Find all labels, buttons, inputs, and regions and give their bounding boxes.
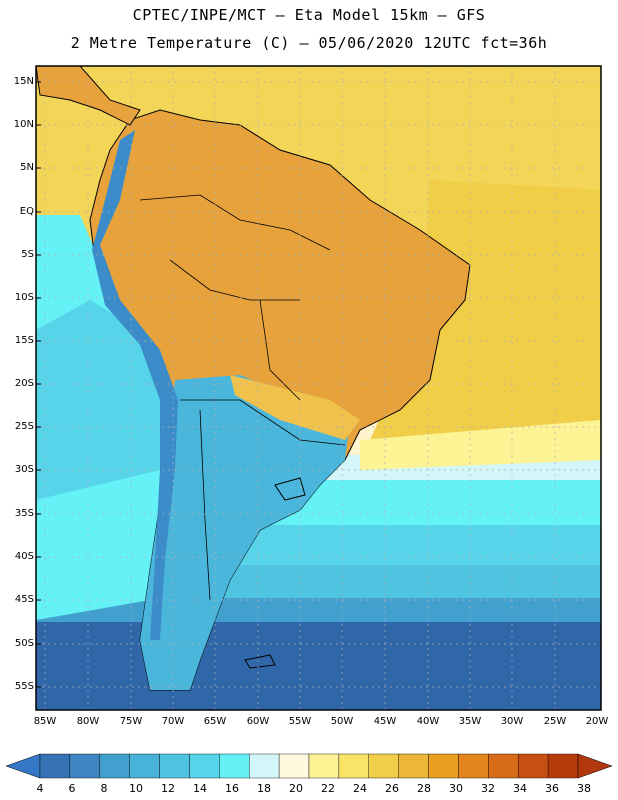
colorbar-swatch bbox=[219, 753, 250, 779]
axis-ticks bbox=[36, 81, 41, 688]
lat-label: 25S bbox=[14, 421, 34, 432]
lon-label: 75W bbox=[119, 716, 143, 727]
colorbar-tick-label: 12 bbox=[161, 782, 175, 795]
map-frame bbox=[35, 65, 602, 711]
colorbar-tick-label: 4 bbox=[36, 782, 44, 795]
pacific-cold-core bbox=[36, 300, 160, 500]
falkland-islands bbox=[244, 654, 276, 669]
lat-label: 45S bbox=[14, 594, 34, 605]
lat-label: EQ bbox=[19, 206, 34, 217]
colorbar-swatch bbox=[189, 753, 220, 779]
lon-label: 25W bbox=[543, 716, 567, 727]
colorbar-low-arrow bbox=[5, 753, 41, 779]
lon-label: 70W bbox=[161, 716, 185, 727]
southern-cone-cool bbox=[140, 375, 350, 690]
lon-label: 55W bbox=[288, 716, 312, 727]
lat-label: 20S bbox=[14, 378, 34, 389]
lat-label: 10N bbox=[13, 119, 34, 130]
lat-label: 5N bbox=[20, 162, 34, 173]
country-borders bbox=[139, 194, 346, 601]
colorbar-swatch bbox=[398, 753, 429, 779]
colorbar-swatch bbox=[458, 753, 489, 779]
lon-label: 50W bbox=[330, 716, 354, 727]
lon-label: 60W bbox=[246, 716, 270, 727]
lat-label: 55S bbox=[14, 681, 34, 692]
colorbar-tick-label: 10 bbox=[129, 782, 143, 795]
andes-cold-strip bbox=[92, 130, 178, 640]
atlantic-band-24 bbox=[360, 420, 601, 470]
colorbar-swatch bbox=[69, 753, 100, 779]
colorbar-swatch bbox=[159, 753, 190, 779]
colorbar-tick-label: 28 bbox=[417, 782, 431, 795]
lon-label: 65W bbox=[203, 716, 227, 727]
lat-label: 10S bbox=[14, 292, 34, 303]
colorbar-swatch bbox=[368, 753, 399, 779]
colorbar-tick-label: 24 bbox=[353, 782, 367, 795]
colorbar-swatch bbox=[39, 753, 71, 779]
colorbar-tick-label: 18 bbox=[257, 782, 271, 795]
temperature-colorbar bbox=[5, 753, 613, 779]
colorbar-swatch bbox=[488, 753, 519, 779]
colorbar-tick-label: 30 bbox=[449, 782, 463, 795]
colorbar-tick-label: 16 bbox=[225, 782, 239, 795]
colorbar-swatch bbox=[428, 753, 459, 779]
colorbar-swatch bbox=[547, 753, 579, 779]
colorbar-swatches bbox=[39, 753, 579, 779]
colorbar-swatch bbox=[249, 753, 280, 779]
colorbar-swatch bbox=[129, 753, 160, 779]
temperature-map bbox=[35, 65, 602, 711]
colorbar-swatch bbox=[99, 753, 130, 779]
colorbar-high-arrow bbox=[577, 753, 613, 779]
colorbar-swatch bbox=[518, 753, 549, 779]
lat-label: 30S bbox=[14, 464, 34, 475]
colorbar-swatch bbox=[278, 753, 310, 779]
lon-label: 85W bbox=[33, 716, 57, 727]
lat-lon-grid bbox=[36, 66, 601, 710]
brazil-south-mild bbox=[230, 375, 360, 440]
colorbar-tick-label: 36 bbox=[545, 782, 559, 795]
colorbar-tick-label: 26 bbox=[385, 782, 399, 795]
lat-label: 50S bbox=[14, 638, 34, 649]
lat-label: 5S bbox=[21, 249, 34, 260]
colorbar-tick-label: 20 bbox=[289, 782, 303, 795]
lon-label: 40W bbox=[416, 716, 440, 727]
colorbar-swatch bbox=[338, 753, 369, 779]
lon-label: 80W bbox=[76, 716, 100, 727]
map-title-line1: CPTEC/INPE/MCT – Eta Model 15km – GFS bbox=[132, 6, 486, 24]
central-america-land bbox=[36, 66, 141, 126]
colorbar-tick-label: 22 bbox=[321, 782, 335, 795]
colorbar-tick-label: 14 bbox=[193, 782, 207, 795]
lon-label: 45W bbox=[373, 716, 397, 727]
colorbar-swatch bbox=[308, 753, 340, 779]
colorbar-tick-label: 6 bbox=[68, 782, 76, 795]
lagoon-outline bbox=[274, 477, 306, 501]
lat-label: 40S bbox=[14, 551, 34, 562]
ocean-band-6 bbox=[36, 622, 601, 710]
map-title-line2: 2 Metre Temperature (C) – 05/06/2020 12U… bbox=[70, 34, 548, 52]
lon-label: 30W bbox=[500, 716, 524, 727]
colorbar-tick-label: 8 bbox=[100, 782, 108, 795]
lat-label: 15N bbox=[13, 76, 34, 87]
colorbar-tick-label: 34 bbox=[513, 782, 527, 795]
lat-label: 15S bbox=[14, 335, 34, 346]
lon-label: 35W bbox=[458, 716, 482, 727]
lat-label: 35S bbox=[14, 508, 34, 519]
colorbar-tick-label: 32 bbox=[481, 782, 495, 795]
lon-label: 20W bbox=[585, 716, 609, 727]
colorbar-tick-label: 38 bbox=[577, 782, 591, 795]
